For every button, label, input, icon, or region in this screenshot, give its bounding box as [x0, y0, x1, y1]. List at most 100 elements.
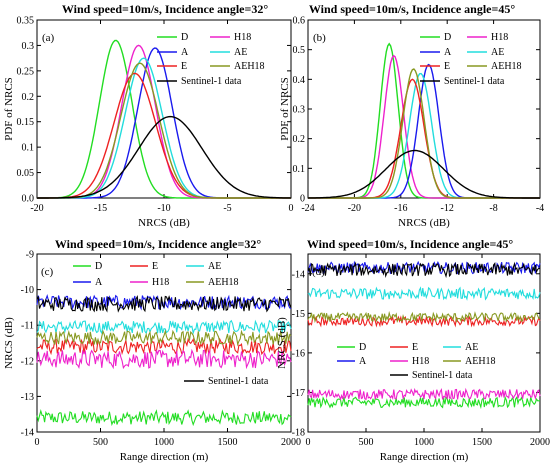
x-tick-label: 1000 — [414, 437, 434, 448]
x-tick-label: -8 — [489, 203, 497, 214]
legend-label-d: D — [359, 342, 366, 353]
series-line-a — [308, 63, 540, 199]
series-line-e — [308, 78, 540, 199]
x-tick-label: 500 — [359, 437, 374, 448]
y-tick-label: -11 — [21, 321, 34, 332]
legend-label-a: A — [444, 47, 452, 58]
panel-b-xlabel: NRCS (dB) — [398, 217, 450, 229]
legend-label-d: D — [181, 32, 188, 43]
y-tick-label: -12 — [21, 356, 34, 367]
legend-label-d: D — [95, 261, 102, 272]
legend-label-e: E — [152, 261, 158, 272]
legend-label-h18: H18 — [491, 32, 508, 43]
legend-label-e: E — [412, 342, 418, 353]
panel-a-xlabel: NRCS (dB) — [138, 217, 190, 229]
legend-background — [332, 340, 532, 382]
panel-b-ylabel: PDF of NRCS — [279, 77, 291, 141]
series-line-sentinel-1-data — [37, 115, 291, 199]
series-line-aeh18 — [36, 329, 292, 347]
legend-label-ae: AE — [208, 261, 221, 272]
y-tick-label: 0.4 — [293, 75, 306, 86]
y-tick-label: -10 — [21, 285, 34, 296]
series-line-sentinel-1-data — [308, 149, 540, 199]
panel-d-curves — [307, 260, 541, 410]
series-line-ae — [308, 72, 540, 199]
panel-c: Wind speed=10m/s, Incidence angle=32° (c… — [3, 237, 301, 463]
series-line-aeh18 — [37, 62, 291, 199]
series-line-aeh18 — [307, 310, 541, 324]
legend-label-a: A — [95, 277, 103, 288]
panel-a-title: Wind speed=10m/s, Incidence angle=32° — [62, 2, 268, 16]
series-line-sentinel-1-data — [307, 261, 541, 279]
legend-label-ae: AE — [234, 47, 247, 58]
x-tick-label: -4 — [536, 203, 544, 214]
x-tick-label: -15 — [94, 203, 107, 214]
legend-label-h18: H18 — [152, 277, 169, 288]
x-tick-label: 0 — [35, 437, 40, 448]
legend-label-h18: H18 — [234, 32, 251, 43]
legend-label-d: D — [444, 32, 451, 43]
x-tick-label: 2000 — [281, 437, 301, 448]
y-tick-label: 0.3 — [293, 105, 306, 116]
series-line-aeh18 — [308, 68, 540, 199]
series-line-ae — [37, 57, 291, 199]
x-tick-label: 1000 — [154, 437, 174, 448]
panel-d-ylabel: NRCS (dB) — [276, 317, 288, 369]
series-line-e — [307, 315, 541, 328]
legend-label-ae: AE — [465, 342, 478, 353]
panel-d: Wind speed=10m/s, Incidence angle=45° (d… — [276, 237, 550, 463]
panel-d-legend: D E AE A H18 AEH18 Sentinel-1 data — [332, 340, 532, 382]
x-tick-label: 1500 — [472, 437, 492, 448]
legend-label-h18: H18 — [412, 356, 429, 367]
x-tick-label: 1500 — [218, 437, 238, 448]
y-tick-label: 0 — [300, 194, 305, 205]
legend-label-ae: AE — [491, 47, 504, 58]
panel-a-label: (a) — [42, 32, 55, 44]
x-tick-label: 0 — [289, 203, 294, 214]
panel-a-curves — [37, 39, 291, 199]
panel-d-ticks: 0 500 1000 1500 2000 -18 -17 -16 -15 -14 — [292, 254, 550, 448]
legend-label-a: A — [181, 47, 189, 58]
panel-a-legend: D H18 A AE E AEH18 Sentinel-1 data — [157, 32, 265, 87]
y-tick-label: 0.0 — [22, 194, 35, 205]
y-tick-label: -14 — [21, 428, 34, 439]
y-tick-label: -13 — [21, 392, 34, 403]
y-tick-label: -9 — [26, 250, 34, 261]
x-tick-label: -5 — [223, 203, 231, 214]
y-tick-label: 0.05 — [17, 168, 35, 179]
x-tick-label: -16 — [394, 203, 407, 214]
series-line-e — [36, 337, 292, 356]
y-tick-label: 0.2 — [22, 92, 35, 103]
series-line-h18 — [307, 387, 541, 401]
panel-c-ylabel: NRCS (dB) — [3, 317, 15, 369]
panel-a: Wind speed=10m/s, Incidence angle=32° (a… — [3, 2, 294, 229]
y-tick-label: 0.5 — [293, 45, 306, 56]
panel-c-xlabel: Range direction (m) — [120, 451, 209, 463]
series-line-ae — [36, 319, 292, 335]
x-tick-label: -12 — [441, 203, 454, 214]
legend-label-e: E — [444, 61, 450, 72]
panel-c-label: (c) — [41, 266, 54, 278]
panel-b-legend: D H18 A AE E AEH18 Sentinel-1 data — [420, 32, 522, 87]
y-tick-label: 0.3 — [22, 41, 35, 52]
x-tick-label: -20 — [30, 203, 43, 214]
legend-label-aeh18: AEH18 — [491, 61, 522, 72]
y-tick-label: 0.15 — [17, 117, 35, 128]
y-tick-label: 0.1 — [293, 164, 306, 175]
y-tick-label: 0.25 — [17, 66, 35, 77]
x-tick-label: -20 — [348, 203, 361, 214]
legend-label-e: E — [181, 61, 187, 72]
series-line-d — [307, 395, 541, 410]
y-tick-label: -18 — [292, 428, 305, 439]
legend-label-a: A — [359, 356, 367, 367]
panel-b-title: Wind speed=10m/s, Incidence angle=45° — [309, 2, 515, 16]
legend-background — [70, 258, 272, 294]
panel-d-title: Wind speed=10m/s, Incidence angle=45° — [307, 237, 513, 251]
legend-label-sentinel: Sentinel-1 data — [208, 376, 269, 387]
legend-label-sentinel: Sentinel-1 data — [181, 76, 242, 87]
legend-background — [180, 373, 286, 389]
x-tick-label: 0 — [306, 437, 311, 448]
legend-label-sentinel: Sentinel-1 data — [444, 76, 505, 87]
x-tick-label: 2000 — [530, 437, 550, 448]
